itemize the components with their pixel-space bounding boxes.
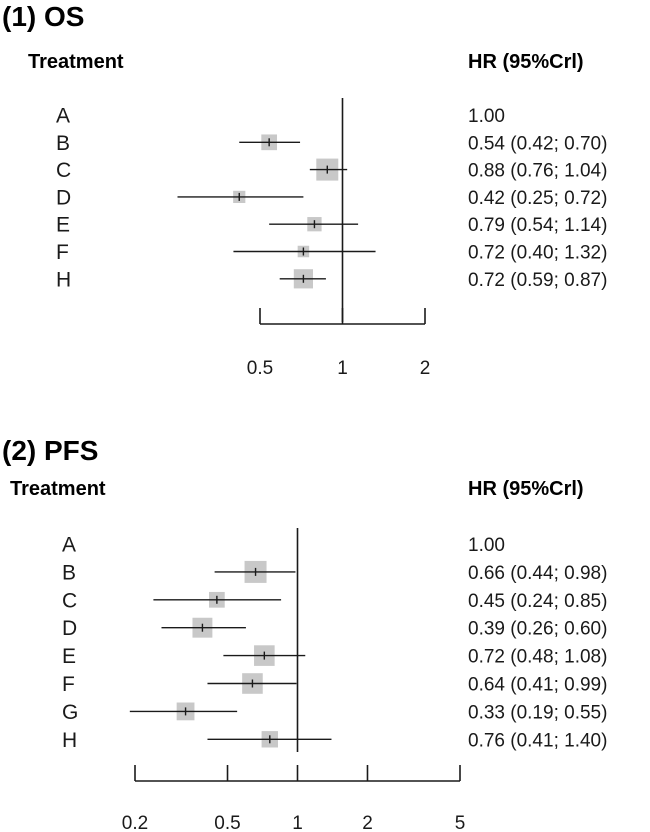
pfs-row-label: A [62,534,76,557]
os-hr-text: 0.79 (0.54; 1.14) [468,215,607,236]
pfs-x-tick-label: 2 [362,813,373,832]
pfs-row-label: D [62,617,77,640]
pfs-x-tick-label: 0.5 [214,813,240,832]
os-hr-text: 0.72 (0.40; 1.32) [468,243,607,264]
pfs-x-tick-label: 5 [455,813,466,832]
os-row-label: D [56,186,71,209]
os-row-label: B [56,132,70,155]
os-row-label: H [56,268,71,291]
pfs-row-label: B [62,561,76,584]
os-hr-header: HR (95%Crl) [468,51,584,73]
pfs-plot-marks: A 1.00 B 0.66 (0.44; 0.98) C 0.45 (0.24; 0.85… [62,528,607,832]
os-row-label: C [56,159,71,182]
pfs-treatment-header: Treatment [10,478,106,500]
os-x-tick-label: 2 [420,358,431,379]
pfs-panel: (2) PFS Treatment HR (95%Crl) A 1.00 B 0.66… [2,435,607,832]
pfs-hr-text: 0.45 (0.24; 0.85) [468,591,607,612]
pfs-panel-title: (2) PFS [2,435,98,466]
pfs-hr-text: 0.76 (0.41; 1.40) [468,730,607,751]
pfs-hr-text: 1.00 [468,535,505,556]
pfs-hr-text: 0.72 (0.48; 1.08) [468,647,607,668]
pfs-row-label: F [62,673,75,696]
os-hr-text: 0.54 (0.42; 0.70) [468,133,607,154]
pfs-hr-text: 0.66 (0.44; 0.98) [468,563,607,584]
pfs-hr-text: 0.33 (0.19; 0.55) [468,702,607,723]
os-plot-marks: A 1.00 B 0.54 (0.42; 0.70) C 0.88 (0.76; 1.04… [56,98,607,379]
os-hr-text: 1.00 [468,106,505,127]
pfs-row-label: H [62,729,77,752]
os-row-label: F [56,241,69,264]
os-treatment-header: Treatment [28,51,124,73]
pfs-x-tick-label: 1 [292,813,303,832]
os-hr-text: 0.42 (0.25; 0.72) [468,188,607,209]
os-row-label: A [56,105,70,128]
os-hr-text: 0.72 (0.59; 0.87) [468,270,607,291]
pfs-hr-header: HR (95%Crl) [468,478,584,500]
pfs-x-tick-label: 0.2 [122,813,148,832]
os-panel-title: (1) OS [2,1,84,32]
os-hr-text: 0.88 (0.76; 1.04) [468,161,607,182]
os-x-tick-label: 0.5 [247,358,273,379]
pfs-row-label: C [62,589,77,612]
pfs-row-label: E [62,645,76,668]
pfs-row-label: G [62,701,78,724]
os-panel: (1) OS Treatment HR (95%Crl) A 1.00 B 0.54 … [2,1,607,379]
pfs-hr-text: 0.64 (0.41; 0.99) [468,675,607,696]
os-x-tick-label: 1 [337,358,348,379]
os-row-label: E [56,214,70,237]
pfs-hr-text: 0.39 (0.26; 0.60) [468,619,607,640]
